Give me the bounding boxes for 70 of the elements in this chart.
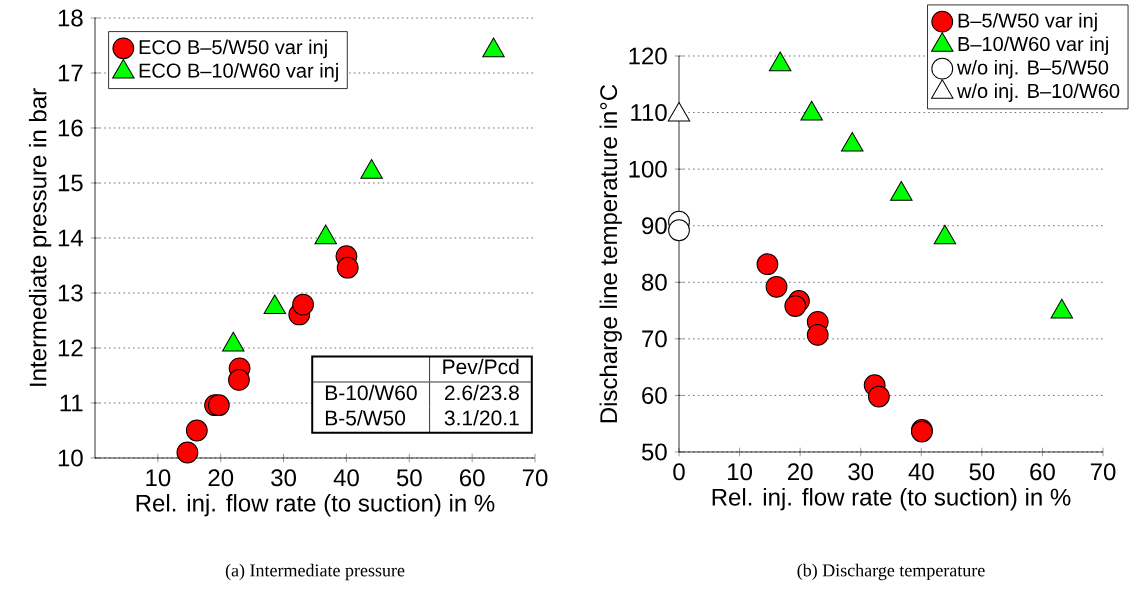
point <box>867 385 890 408</box>
y-tick-label: 10 <box>58 449 83 467</box>
y-axis-title: Discharge line temperature in°C <box>599 84 622 423</box>
point <box>765 275 788 298</box>
x-axis-title: Rel. inj. flow rate (to suction) in % <box>712 488 1071 511</box>
y-tick-label: 16 <box>58 119 83 137</box>
point <box>668 219 690 242</box>
point <box>482 37 505 58</box>
point <box>756 253 779 276</box>
point <box>841 131 864 152</box>
y-tick-label: 11 <box>60 394 83 412</box>
point <box>933 224 957 245</box>
point <box>228 368 250 391</box>
x-tick-label: 30 <box>848 463 874 481</box>
x-tick-label: 60 <box>1030 463 1055 481</box>
point <box>185 419 208 442</box>
y-tick-label: 15 <box>58 174 83 192</box>
annotation: B-5/W50 <box>325 410 406 426</box>
x-tick-label: 40 <box>333 469 359 487</box>
x-tick-label: 10 <box>728 463 752 481</box>
y-tick-label: 110 <box>631 104 667 122</box>
y-tick-label: 100 <box>629 160 667 178</box>
y-tick-label: 13 <box>58 284 83 302</box>
point <box>784 295 807 317</box>
y-tick-label: 12 <box>58 339 83 357</box>
legend-label: w/o inj. B–10/W60 <box>956 83 1120 103</box>
x-tick-label: 20 <box>788 463 813 481</box>
x-axis-title: Rel. inj. flow rate (to suction) in % <box>136 494 495 517</box>
annotation: 3.1/20.1 <box>444 410 519 426</box>
point <box>800 100 823 121</box>
annotation: Pev/Pcd <box>443 358 519 375</box>
legend-label: ECO B–10/W60 var inj <box>139 63 338 82</box>
y-tick-label: 70 <box>642 330 667 348</box>
x-tick-label: 40 <box>908 463 934 481</box>
y-axis-title: Intermediate pressure in bar <box>28 88 52 386</box>
x-tick-label: 20 <box>208 469 234 487</box>
y-tick-label: 90 <box>642 217 667 235</box>
x-tick-label: 60 <box>460 469 485 487</box>
text: (b) Discharge temperature <box>797 563 985 581</box>
point <box>667 101 691 122</box>
x-tick-label: 70 <box>1090 463 1116 481</box>
point <box>806 323 829 346</box>
y-tick-label: 50 <box>641 443 667 461</box>
y-tick-label: 60 <box>642 386 667 404</box>
legend-label: ECO B–5/W50 var inj <box>139 39 327 59</box>
annotation: 2.6/23.8 <box>444 384 519 401</box>
annotation: B-10/W60 <box>325 384 417 401</box>
y-tick-label: 14 <box>58 229 83 247</box>
y-tick-label: 17 <box>58 64 83 82</box>
legend-label: B–5/W50 var inj <box>958 12 1097 32</box>
legend-label: w/o inj. B–5/W50 <box>956 59 1109 79</box>
y-tick-label: 80 <box>642 273 667 291</box>
point <box>768 51 792 72</box>
point <box>292 293 314 316</box>
x-tick-label: 0 <box>673 463 685 481</box>
point <box>207 394 230 417</box>
x-tick-label: 10 <box>146 469 171 487</box>
point <box>890 181 913 201</box>
point <box>336 256 359 279</box>
x-tick-label: 50 <box>396 469 422 487</box>
legend-label: B–10/W60 var inj <box>958 36 1108 56</box>
x-tick-label: 70 <box>522 469 548 487</box>
text: (a) Intermediate pressure <box>225 563 405 581</box>
y-tick-label: 18 <box>58 9 83 27</box>
point <box>314 224 337 245</box>
y-tick-label: 120 <box>629 47 667 65</box>
point <box>360 159 383 179</box>
point <box>176 441 199 464</box>
x-tick-label: 30 <box>271 469 296 487</box>
x-tick-label: 50 <box>969 463 995 481</box>
